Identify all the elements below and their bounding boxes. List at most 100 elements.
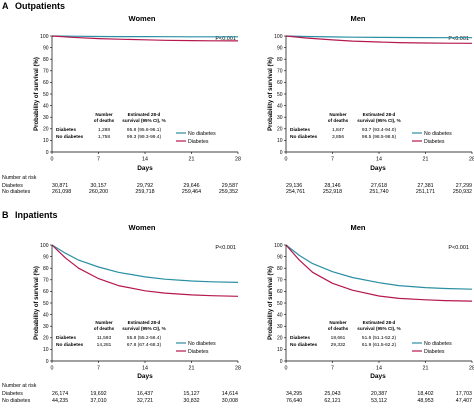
table-header-survival-2: survival (95% CI), % bbox=[357, 326, 400, 331]
y-tick-label: 20 bbox=[43, 127, 49, 133]
series-line-no-diabetes bbox=[51, 35, 238, 38]
risk-value: 30,157 bbox=[90, 183, 106, 189]
y-tick-label: 60 bbox=[277, 289, 283, 295]
axis-ticks: 0 10 20 30 40 50 60 70 80 90 100 0 7 14 21 28 bbox=[40, 34, 241, 163]
y-tick-label: 80 bbox=[277, 57, 283, 63]
axis-ticks: 0 10 20 30 40 50 60 70 80 90 100 0 7 14 21 28 bbox=[274, 243, 474, 372]
table-header-deaths-1: Number bbox=[329, 320, 347, 325]
x-tick-label: 21 bbox=[423, 157, 429, 163]
risk-value: 252,918 bbox=[323, 189, 342, 195]
risk-value: 48,953 bbox=[417, 398, 433, 404]
risk-value: 26,174 bbox=[52, 391, 68, 397]
y-tick-label: 70 bbox=[277, 278, 283, 284]
y-tick-label: 50 bbox=[43, 92, 49, 98]
x-tick-label: 21 bbox=[189, 157, 195, 163]
risk-value: 259,718 bbox=[135, 189, 154, 195]
risk-group: Diabetes bbox=[2, 183, 23, 189]
table-header-survival-1: Estimated 28-d bbox=[128, 112, 161, 117]
table-deaths: 1,288 bbox=[98, 127, 110, 133]
risk-value: 28,146 bbox=[324, 183, 340, 189]
risk-value: 29,646 bbox=[183, 183, 199, 189]
risk-value: 30,008 bbox=[222, 398, 238, 404]
y-tick-label: 60 bbox=[43, 289, 49, 295]
table-survival: 95.8 (95.6-96.1) bbox=[127, 127, 162, 133]
risk-value: 53,112 bbox=[371, 398, 387, 404]
x-tick-label: 7 bbox=[97, 366, 100, 372]
risk-value: 251,171 bbox=[416, 189, 435, 195]
y-tick-label: 100 bbox=[40, 34, 49, 40]
x-tick-label: 7 bbox=[331, 157, 334, 163]
table-header-survival-1: Estimated 28-d bbox=[128, 320, 161, 325]
y-tick-label: 30 bbox=[277, 324, 283, 330]
y-tick-label: 30 bbox=[43, 115, 49, 121]
risk-value: 29,792 bbox=[137, 183, 153, 189]
x-tick-label: 21 bbox=[423, 366, 429, 372]
y-tick-label: 80 bbox=[43, 266, 49, 272]
risk-value: 20,387 bbox=[371, 391, 387, 397]
table-survival: 98.5 (98.5-98.5) bbox=[362, 134, 397, 140]
table-deaths: 1,847 bbox=[332, 127, 344, 133]
y-tick-label: 30 bbox=[43, 324, 49, 330]
y-tick-label: 20 bbox=[277, 336, 283, 342]
y-axis-label: Probability of survival (%) bbox=[34, 57, 40, 131]
risk-value: 29,136 bbox=[286, 183, 302, 189]
table-deaths: 29,332 bbox=[331, 342, 346, 348]
risk-value: 34,295 bbox=[286, 391, 302, 397]
risk-table-b: Number at risk Diabetes No diabetes 26,1… bbox=[2, 383, 472, 404]
x-tick-label: 7 bbox=[97, 157, 100, 163]
risk-title: Number at risk bbox=[2, 175, 37, 181]
y-tick-label: 0 bbox=[46, 359, 49, 365]
legend-label: No diabetes bbox=[188, 131, 216, 137]
p-value: P<0.001 bbox=[215, 245, 236, 251]
table-group: Diabetes bbox=[290, 335, 310, 341]
table-group: No diabetes bbox=[290, 134, 318, 140]
risk-value: 15,127 bbox=[183, 391, 199, 397]
x-tick-label: 0 bbox=[51, 366, 54, 372]
chart-title: Men bbox=[351, 223, 366, 232]
risk-value: 76,640 bbox=[286, 398, 302, 404]
chart-title: Women bbox=[129, 14, 156, 23]
risk-group: Diabetes bbox=[2, 391, 23, 397]
y-tick-label: 10 bbox=[277, 347, 283, 353]
risk-value: 62,121 bbox=[324, 398, 340, 404]
y-tick-label: 60 bbox=[43, 80, 49, 86]
table-group: No diabetes bbox=[290, 342, 318, 348]
risk-value: 25,043 bbox=[324, 391, 340, 397]
table-deaths: 1,758 bbox=[98, 134, 110, 140]
x-tick-label: 0 bbox=[51, 157, 54, 163]
chart-a-women: Women P<0.001 0 10 20 30 40 50 60 70 80 90 100 0 7 14… bbox=[34, 14, 241, 172]
table-header-deaths-1: Number bbox=[95, 320, 113, 325]
x-axis-label: Days bbox=[370, 165, 386, 172]
legend-label: No diabetes bbox=[424, 131, 452, 137]
risk-value: 47,407 bbox=[456, 398, 472, 404]
table-survival: 51.6 (51.1-52.2) bbox=[362, 335, 397, 341]
x-axis-label: Days bbox=[137, 373, 153, 380]
risk-value: 251,740 bbox=[369, 189, 388, 195]
risk-value: 254,761 bbox=[286, 189, 305, 195]
x-tick-label: 28 bbox=[235, 157, 241, 163]
risk-value: 259,464 bbox=[182, 189, 201, 195]
y-tick-label: 80 bbox=[43, 57, 49, 63]
table-group: Diabetes bbox=[56, 127, 76, 133]
risk-value: 19,692 bbox=[90, 391, 106, 397]
risk-value: 259,352 bbox=[219, 189, 238, 195]
chart-title: Women bbox=[129, 223, 156, 232]
series-line-diabetes bbox=[285, 35, 473, 44]
panel-a-title: Outpatients bbox=[15, 1, 65, 11]
y-tick-label: 90 bbox=[277, 45, 283, 51]
series-line-no-diabetes bbox=[51, 244, 239, 283]
p-value: P<0.001 bbox=[448, 245, 469, 251]
risk-title: Number at risk bbox=[2, 383, 37, 389]
y-tick-label: 100 bbox=[274, 243, 283, 249]
x-tick-label: 14 bbox=[376, 157, 382, 163]
y-tick-label: 90 bbox=[43, 254, 49, 260]
chart-title: Men bbox=[351, 14, 366, 23]
table-header-deaths-1: Number bbox=[95, 112, 113, 117]
series-line-diabetes bbox=[51, 244, 239, 297]
curves bbox=[285, 35, 473, 44]
risk-value: 44,235 bbox=[52, 398, 68, 404]
y-tick-label: 80 bbox=[277, 266, 283, 272]
table-survival: 55.8 (55.2-56.4) bbox=[127, 335, 162, 341]
risk-value: 27,299 bbox=[456, 183, 472, 189]
table-header-survival-2: survival (95% CI), % bbox=[122, 326, 165, 331]
